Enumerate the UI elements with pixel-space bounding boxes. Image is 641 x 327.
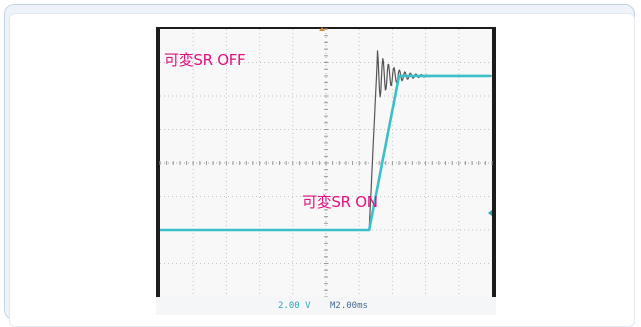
scope-traces — [160, 50, 492, 232]
annotation-variable-sr-on: 可変SR ON — [302, 193, 378, 211]
volts-per-div-readout: 2.00 V — [278, 301, 311, 311]
scope-readout: 2.00 V M2.00ms — [156, 298, 496, 315]
annotation-variable-sr-off: 可変SR OFF — [164, 51, 246, 69]
oscilloscope-screen: 可変SR OFF 可変SR ON 2.00 V M2.00ms — [156, 27, 496, 315]
trigger-level-marker-icon — [488, 210, 492, 216]
time-per-div-readout: M2.00ms — [330, 301, 368, 311]
trigger-position-marker-icon — [319, 27, 325, 31]
trace-variable-sr-on — [160, 74, 491, 232]
oscilloscope-plot — [156, 27, 496, 315]
scope-grid — [159, 28, 493, 298]
scope-status-bar — [156, 297, 496, 315]
